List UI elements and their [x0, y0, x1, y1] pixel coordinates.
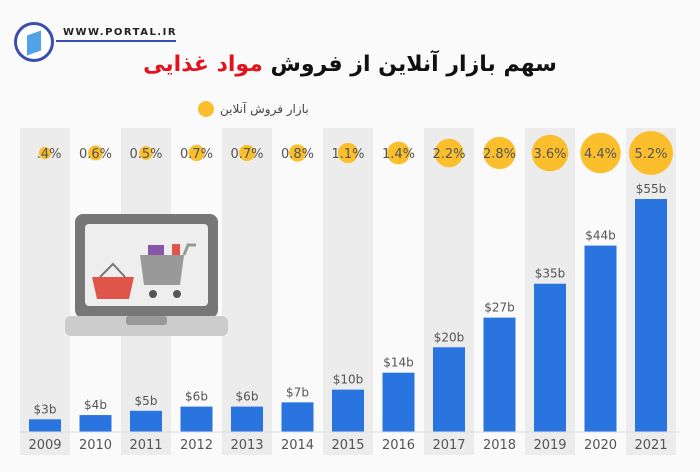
share-bubble: [337, 142, 359, 164]
share-label: 1.4%: [382, 147, 415, 162]
share-label: 0.7%: [180, 147, 213, 162]
share-bubble: [88, 145, 103, 161]
x-tick-label: 2011: [129, 438, 162, 453]
bar-value-label: $3b: [34, 402, 57, 416]
bar-value-label: $55b: [636, 182, 667, 196]
chart-title: سهم بازار آنلاین از فروش مواد غذایی: [0, 52, 700, 77]
logo-icon: [14, 22, 54, 62]
share-label: 1.1%: [331, 147, 364, 162]
share-bubble: [139, 146, 153, 160]
bar-value-label: $6b: [185, 390, 208, 404]
x-tick-label: 2020: [584, 438, 617, 453]
x-tick-label: 2012: [180, 438, 213, 453]
share-bubble: [629, 131, 673, 175]
share-bubble: [483, 136, 516, 170]
bar: [534, 283, 566, 432]
bar-value-label: $10b: [333, 373, 364, 387]
legend-dot: [198, 101, 214, 117]
share-label: 0.5%: [129, 147, 162, 162]
x-tick-label: 2018: [483, 438, 516, 453]
bar: [332, 389, 364, 432]
share-label: 5.2%: [634, 147, 667, 162]
bar: [130, 410, 162, 432]
share-label: 0.4%: [28, 147, 61, 162]
column-stripe: [222, 128, 272, 455]
bar: [281, 402, 314, 432]
divider: [56, 40, 176, 42]
bar: [29, 419, 61, 432]
bar: [382, 372, 415, 432]
share-label: 0.8%: [281, 147, 314, 162]
x-tick-label: 2021: [634, 438, 667, 453]
x-tick-label: 2015: [331, 438, 364, 453]
bar-value-label: $44b: [585, 229, 616, 243]
title-highlight: مواد غذایی: [143, 52, 263, 77]
bar: [231, 406, 263, 432]
x-tick-label: 2013: [230, 438, 263, 453]
bar-value-label: $7b: [286, 385, 309, 399]
bar-value-label: $5b: [135, 394, 158, 408]
share-bubble: [387, 141, 410, 165]
x-tick-label: 2010: [79, 438, 112, 453]
laptop-shopping-cart-illustration: [65, 214, 228, 336]
bar: [79, 415, 112, 432]
bar: [483, 317, 516, 432]
site-url: WWW.PORTAL.IR: [63, 27, 178, 38]
x-tick-label: 2017: [432, 438, 465, 453]
bar-value-label: $27b: [484, 301, 515, 315]
share-label: 4.4%: [584, 147, 617, 162]
bar: [584, 245, 617, 432]
share-label: 3.6%: [533, 147, 566, 162]
x-tick-label: 2009: [28, 438, 61, 453]
share-label: 0.7%: [230, 147, 263, 162]
bar-value-label: $14b: [383, 356, 414, 370]
legend: بازار فروش آنلاین: [198, 101, 309, 117]
legend-label: بازار فروش آنلاین: [220, 102, 309, 116]
share-bubble: [238, 144, 256, 162]
share-label: 2.2%: [432, 147, 465, 162]
x-tick-label: 2014: [281, 438, 314, 453]
bar: [180, 406, 213, 432]
share-bubble: [38, 146, 52, 160]
column-stripe: [20, 128, 70, 455]
title-main: سهم بازار آنلاین از فروش: [270, 52, 557, 77]
bar-value-label: $6b: [236, 390, 259, 404]
bar-value-label: $20b: [434, 330, 465, 344]
bar-value-label: $35b: [535, 267, 566, 281]
x-tick-label: 2019: [533, 438, 566, 453]
x-tick-label: 2016: [382, 438, 415, 453]
share-bubble: [434, 138, 464, 168]
bar: [635, 199, 667, 432]
bar-value-label: $4b: [84, 398, 107, 412]
share-bubble: [188, 144, 205, 162]
share-label: 2.8%: [483, 147, 516, 162]
share-bubble: [580, 132, 621, 174]
share-bubble: [288, 144, 307, 162]
share-label: 0.6%: [79, 147, 112, 162]
share-bubble: [531, 134, 569, 172]
bar: [433, 347, 465, 432]
